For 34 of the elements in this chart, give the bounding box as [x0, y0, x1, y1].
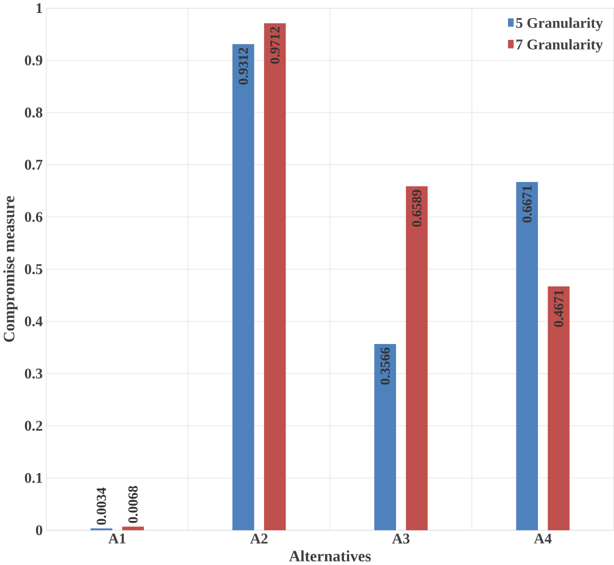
bar: [516, 182, 538, 530]
bar: [406, 186, 428, 530]
data-label: 0.6589: [412, 190, 422, 227]
y-tick-label: 0.4: [24, 316, 43, 327]
x-axis-title: Alternatives: [289, 550, 371, 562]
data-label: 0.4671: [554, 290, 564, 328]
bar: [548, 286, 570, 530]
x-tick-label: A2: [250, 534, 268, 544]
data-label: 0.9312: [238, 48, 248, 85]
x-tick-label: A1: [108, 534, 126, 544]
data-label: 0.0068: [128, 486, 138, 524]
y-tick-label: 0.6: [24, 212, 42, 222]
bar: [122, 526, 144, 530]
bar: [264, 23, 286, 530]
x-tick-label: A3: [392, 534, 410, 544]
y-tick-label: 0.7: [24, 160, 42, 170]
y-tick-label: 0.2: [24, 420, 42, 431]
data-label: 0.3566: [380, 348, 390, 385]
y-axis-title: Compromise measure: [3, 196, 18, 342]
y-tick-label: 0: [36, 525, 42, 536]
bar: [232, 44, 254, 530]
y-tick-label: 1: [36, 3, 42, 14]
y-tick-label: 0.1: [24, 473, 42, 484]
data-label: 0.9712: [270, 27, 280, 64]
bar: [374, 344, 396, 530]
data-label: 0.0034: [96, 488, 106, 525]
y-tick-label: 0.3: [24, 368, 42, 379]
legend-label: 7 Granularity: [516, 39, 603, 53]
legend-label: 5 Granularity: [516, 18, 603, 32]
y-tick-label: 0.9: [24, 55, 42, 66]
x-tick-label: A4: [534, 534, 552, 544]
y-tick-label: 0.5: [24, 264, 42, 274]
y-tick-label: 0.8: [24, 108, 42, 118]
data-label: 0.6671: [522, 186, 532, 223]
